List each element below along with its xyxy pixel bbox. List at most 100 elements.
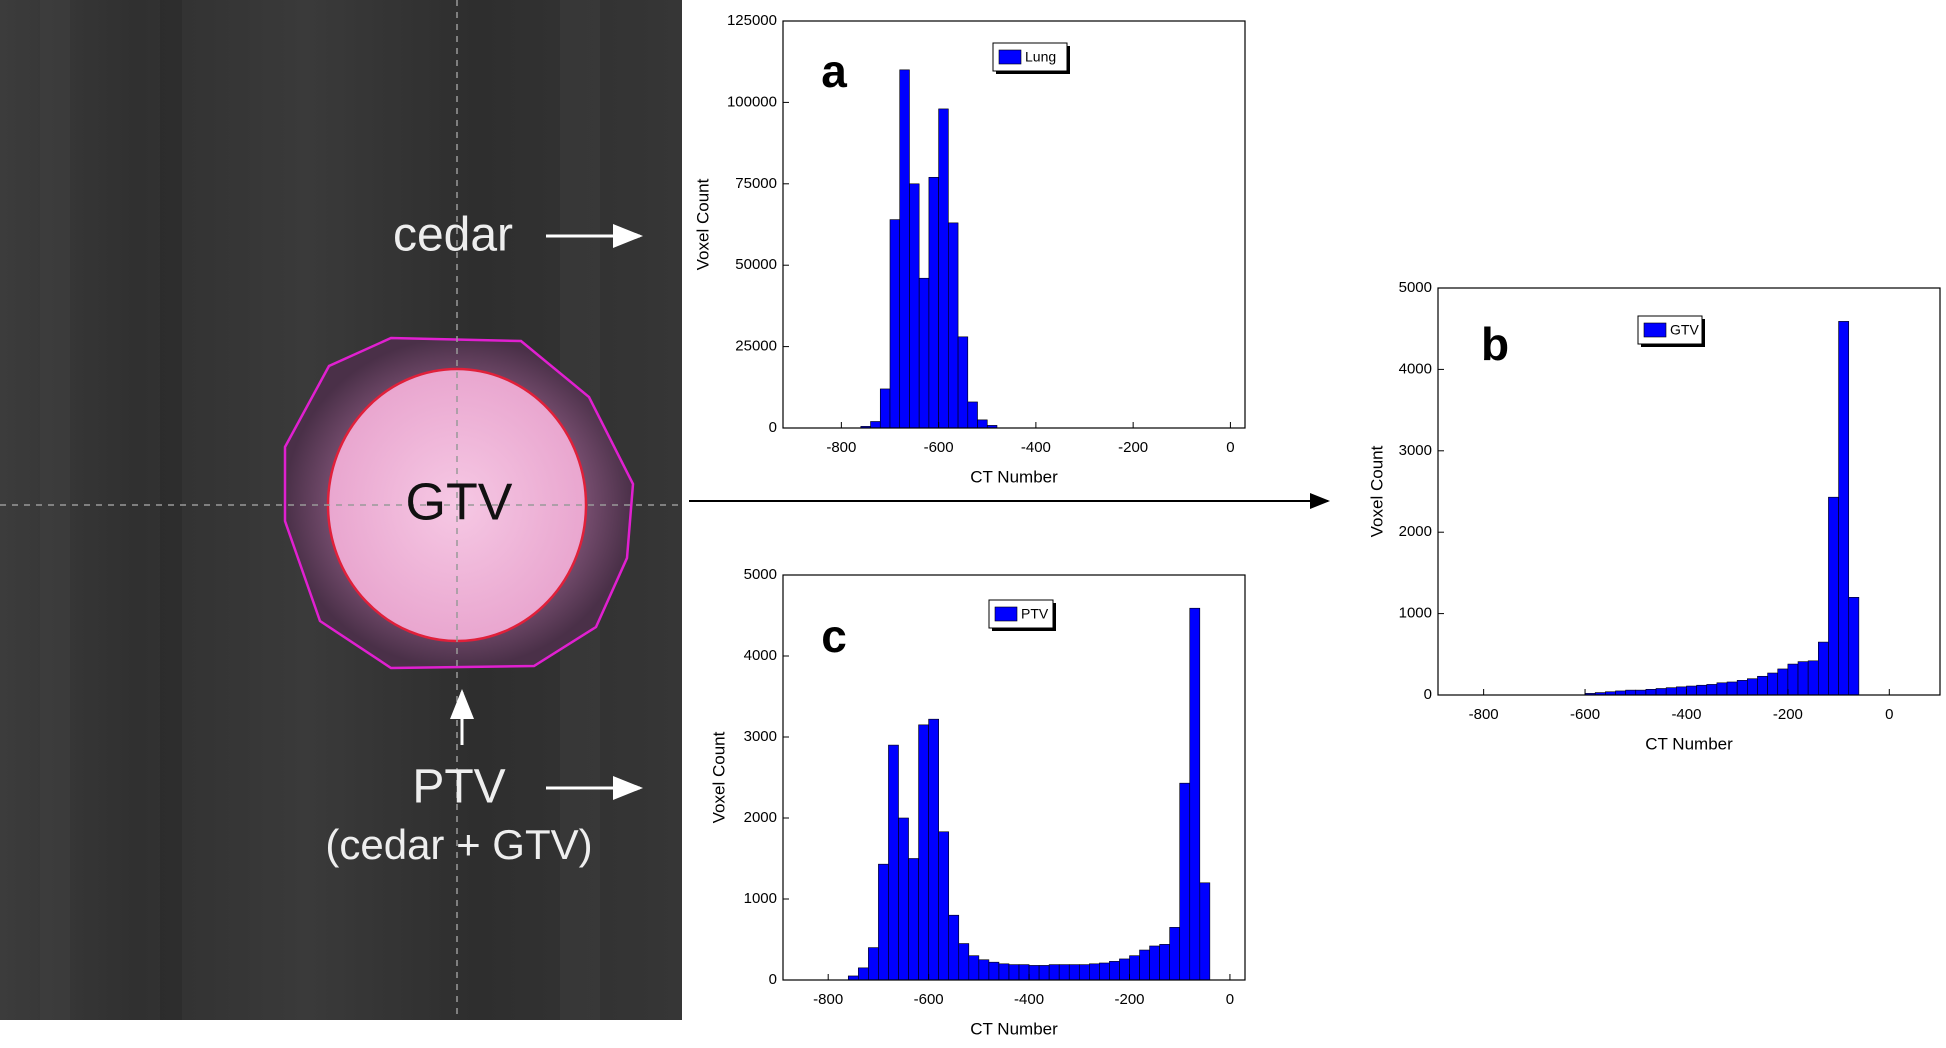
x-tick-label: 0 — [1226, 439, 1234, 456]
x-axis-label: CT Number — [970, 1019, 1058, 1038]
bar — [870, 421, 881, 429]
x-axis-label: CT Number — [970, 467, 1058, 486]
bar — [909, 183, 920, 429]
bar — [1797, 661, 1809, 696]
bar — [948, 914, 960, 981]
y-tick-label: 3000 — [1399, 442, 1432, 459]
x-tick-label: -600 — [914, 991, 944, 1008]
x-tick-label: -600 — [924, 439, 954, 456]
bar — [1767, 672, 1779, 696]
bar — [1615, 690, 1626, 696]
bar — [858, 967, 869, 981]
bar — [898, 817, 909, 981]
bar — [1149, 945, 1160, 981]
legend-label: Lung — [1025, 49, 1056, 65]
panel-label: b — [1481, 318, 1509, 370]
bar — [967, 401, 978, 429]
plot-frame — [782, 574, 1246, 981]
histogram-panel: Lung -800 -600 -400 -200 0 0 25000 50000 75000 100… — [693, 12, 1246, 486]
y-tick-label: 3000 — [744, 728, 777, 745]
histogram-panel: PTV -800 -600 -400 -200 0 0 1000 2000 3000 4000 500… — [709, 566, 1246, 1038]
bar — [957, 336, 969, 429]
x-tick-label: -200 — [1118, 439, 1148, 456]
bar — [1635, 689, 1647, 696]
bar — [1777, 668, 1789, 696]
y-tick-label: 4000 — [744, 647, 777, 664]
x-tick-label: 0 — [1226, 991, 1234, 1008]
ptv-note: (cedar + GTV) — [325, 821, 592, 868]
x-axis-label: CT Number — [1645, 734, 1733, 753]
bar — [1129, 955, 1140, 981]
bar — [988, 961, 1000, 981]
y-tick-label: 2000 — [1399, 523, 1432, 540]
y-tick-label: 5000 — [744, 566, 777, 583]
ptv-label: PTV — [412, 761, 505, 814]
bar — [1199, 882, 1211, 981]
bar — [1726, 681, 1738, 696]
x-tick-label: -800 — [813, 991, 843, 1008]
bar — [1747, 678, 1758, 696]
gtv-label: GTV — [406, 474, 513, 532]
legend-label: PTV — [1021, 606, 1049, 622]
bar — [1848, 597, 1860, 696]
bar — [1089, 963, 1100, 981]
bar — [1736, 680, 1748, 696]
y-tick-label: 4000 — [1399, 360, 1432, 377]
y-tick-label: 75000 — [735, 175, 777, 192]
y-tick-label: 1000 — [744, 890, 777, 907]
bar — [879, 388, 891, 429]
bar — [1058, 964, 1070, 981]
x-tick-label: -200 — [1114, 991, 1144, 1008]
bar — [1119, 958, 1130, 981]
y-tick-label: 5000 — [1399, 279, 1432, 296]
bar — [1139, 949, 1150, 981]
panel-label: a — [821, 45, 847, 97]
plot-frame — [782, 20, 1246, 429]
y-tick-label: 0 — [769, 419, 777, 436]
bar — [847, 975, 859, 981]
y-axis-label: Voxel Count — [693, 178, 712, 270]
bar — [998, 963, 1010, 981]
x-tick-label: 0 — [1885, 706, 1893, 723]
y-axis-label: Voxel Count — [709, 731, 728, 823]
bar — [1655, 688, 1667, 696]
bar — [958, 943, 970, 981]
y-tick-label: 0 — [1424, 686, 1432, 703]
bar — [1696, 684, 1708, 696]
y-tick-label: 0 — [769, 971, 777, 988]
bar — [1028, 965, 1040, 981]
bar — [899, 69, 910, 429]
bar — [1686, 685, 1697, 696]
bar — [1676, 686, 1687, 696]
y-tick-label: 50000 — [735, 256, 777, 273]
y-tick-label: 125000 — [727, 12, 777, 29]
bar — [1068, 964, 1080, 981]
bar — [1008, 964, 1020, 981]
bar — [1838, 321, 1850, 696]
bar — [928, 718, 939, 981]
legend-swatch — [1643, 322, 1667, 338]
bar — [878, 863, 889, 981]
bar — [1757, 675, 1768, 696]
bar — [1159, 944, 1170, 981]
bar — [1048, 964, 1060, 981]
bar — [1189, 607, 1201, 981]
y-axis-label: Voxel Count — [1367, 445, 1386, 537]
bar — [968, 955, 980, 981]
x-tick-label: -600 — [1570, 706, 1600, 723]
x-tick-label: -400 — [1671, 706, 1701, 723]
bar — [1078, 964, 1090, 981]
bar — [1645, 689, 1657, 696]
panel-label: c — [821, 610, 847, 662]
bar — [938, 108, 949, 429]
x-tick-label: -800 — [826, 439, 856, 456]
bar — [938, 831, 950, 981]
bar — [918, 277, 930, 429]
bar — [868, 947, 879, 981]
legend-swatch — [994, 606, 1018, 622]
bar — [1716, 682, 1728, 696]
bar — [1828, 496, 1839, 696]
bar — [1038, 965, 1050, 981]
y-tick-label: 100000 — [727, 93, 777, 110]
